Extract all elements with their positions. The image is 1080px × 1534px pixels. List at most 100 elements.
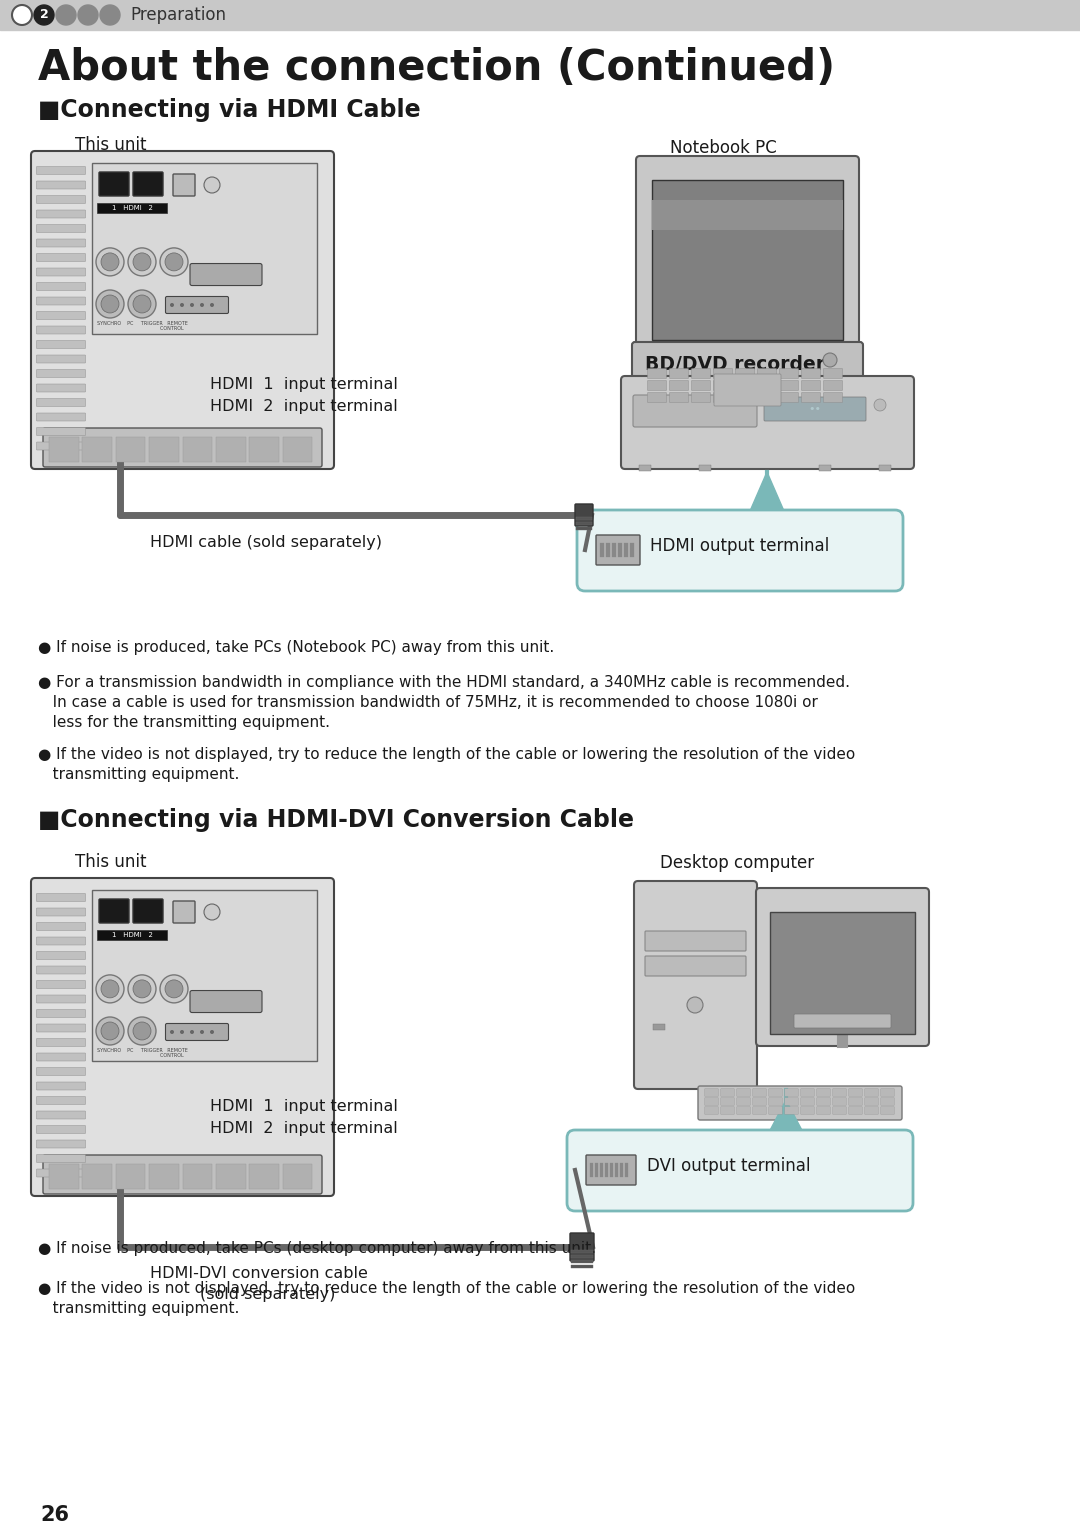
FancyBboxPatch shape: [737, 1098, 751, 1106]
Circle shape: [170, 304, 174, 307]
Circle shape: [96, 290, 124, 318]
FancyBboxPatch shape: [670, 368, 689, 379]
FancyBboxPatch shape: [37, 224, 85, 233]
FancyBboxPatch shape: [833, 1089, 847, 1097]
FancyBboxPatch shape: [645, 956, 746, 976]
FancyBboxPatch shape: [880, 1098, 894, 1106]
FancyBboxPatch shape: [37, 167, 85, 175]
FancyBboxPatch shape: [37, 1025, 85, 1032]
FancyBboxPatch shape: [735, 380, 755, 391]
FancyBboxPatch shape: [824, 380, 842, 391]
FancyBboxPatch shape: [824, 368, 842, 379]
FancyBboxPatch shape: [735, 393, 755, 402]
FancyBboxPatch shape: [753, 1106, 767, 1114]
FancyBboxPatch shape: [37, 384, 85, 393]
FancyBboxPatch shape: [37, 908, 85, 916]
FancyBboxPatch shape: [816, 1089, 831, 1097]
Text: ■Connecting via HDMI Cable: ■Connecting via HDMI Cable: [38, 98, 420, 123]
FancyBboxPatch shape: [705, 1106, 718, 1114]
FancyBboxPatch shape: [165, 296, 229, 313]
Circle shape: [210, 304, 214, 307]
FancyBboxPatch shape: [648, 368, 666, 379]
Circle shape: [33, 5, 54, 25]
FancyBboxPatch shape: [575, 505, 593, 526]
FancyBboxPatch shape: [37, 966, 85, 974]
FancyBboxPatch shape: [133, 172, 163, 196]
FancyBboxPatch shape: [833, 1098, 847, 1106]
FancyBboxPatch shape: [785, 1089, 798, 1097]
FancyBboxPatch shape: [173, 173, 195, 196]
FancyBboxPatch shape: [756, 888, 929, 1046]
Text: This unit: This unit: [75, 853, 147, 871]
Text: ● If noise is produced, take PCs (desktop computer) away from this unit.: ● If noise is produced, take PCs (deskto…: [38, 1241, 596, 1256]
FancyBboxPatch shape: [648, 380, 666, 391]
Bar: [283, 437, 312, 462]
Text: 1   HDMI   2: 1 HDMI 2: [111, 933, 152, 937]
FancyBboxPatch shape: [735, 368, 755, 379]
FancyBboxPatch shape: [37, 1155, 85, 1163]
Bar: [149, 1164, 179, 1189]
Bar: [216, 437, 245, 462]
Circle shape: [190, 304, 194, 307]
Text: This unit: This unit: [75, 137, 147, 153]
FancyBboxPatch shape: [190, 991, 262, 1012]
Bar: [625, 1163, 627, 1177]
Bar: [770, 913, 915, 1034]
FancyBboxPatch shape: [698, 1086, 902, 1120]
Circle shape: [170, 1029, 174, 1034]
Bar: [639, 465, 651, 471]
Bar: [571, 1250, 593, 1253]
FancyBboxPatch shape: [800, 1098, 814, 1106]
FancyBboxPatch shape: [645, 931, 746, 951]
Bar: [605, 1163, 608, 1177]
Circle shape: [56, 5, 76, 25]
Bar: [82, 1164, 112, 1189]
Bar: [610, 1163, 613, 1177]
FancyBboxPatch shape: [800, 1089, 814, 1097]
FancyBboxPatch shape: [37, 327, 85, 334]
Bar: [620, 1163, 623, 1177]
Circle shape: [133, 253, 151, 272]
Bar: [699, 465, 711, 471]
Circle shape: [874, 399, 886, 411]
FancyBboxPatch shape: [37, 399, 85, 407]
FancyBboxPatch shape: [636, 156, 859, 350]
Text: 2: 2: [40, 9, 49, 21]
Text: ● For a transmission bandwidth in compliance with the HDMI standard, a 340MHz ca: ● For a transmission bandwidth in compli…: [38, 675, 850, 690]
Text: HDMI  1  input terminal: HDMI 1 input terminal: [210, 377, 397, 393]
Bar: [652, 179, 843, 341]
FancyBboxPatch shape: [37, 413, 85, 420]
Circle shape: [78, 5, 98, 25]
Circle shape: [180, 304, 184, 307]
FancyBboxPatch shape: [753, 1089, 767, 1097]
FancyBboxPatch shape: [37, 311, 85, 319]
Text: HDMI  2  input terminal: HDMI 2 input terminal: [210, 1121, 397, 1137]
FancyBboxPatch shape: [714, 380, 732, 391]
Circle shape: [96, 1017, 124, 1045]
FancyBboxPatch shape: [764, 397, 866, 420]
FancyBboxPatch shape: [880, 1089, 894, 1097]
Bar: [49, 1164, 79, 1189]
Bar: [618, 543, 622, 557]
Bar: [249, 1164, 279, 1189]
FancyBboxPatch shape: [37, 1097, 85, 1104]
Bar: [249, 437, 279, 462]
FancyBboxPatch shape: [720, 1089, 734, 1097]
FancyBboxPatch shape: [785, 1106, 798, 1114]
Circle shape: [96, 249, 124, 276]
FancyBboxPatch shape: [37, 1140, 85, 1147]
FancyBboxPatch shape: [824, 393, 842, 402]
Circle shape: [100, 5, 120, 25]
Polygon shape: [747, 472, 787, 518]
FancyBboxPatch shape: [801, 393, 821, 402]
FancyBboxPatch shape: [37, 922, 85, 931]
Bar: [652, 199, 843, 230]
Circle shape: [129, 1017, 156, 1045]
FancyBboxPatch shape: [757, 393, 777, 402]
Bar: [819, 465, 831, 471]
Text: ● If the video is not displayed, try to reduce the length of the cable or loweri: ● If the video is not displayed, try to …: [38, 747, 855, 762]
Circle shape: [129, 976, 156, 1003]
FancyBboxPatch shape: [880, 1106, 894, 1114]
FancyBboxPatch shape: [37, 1081, 85, 1091]
FancyBboxPatch shape: [37, 370, 85, 377]
